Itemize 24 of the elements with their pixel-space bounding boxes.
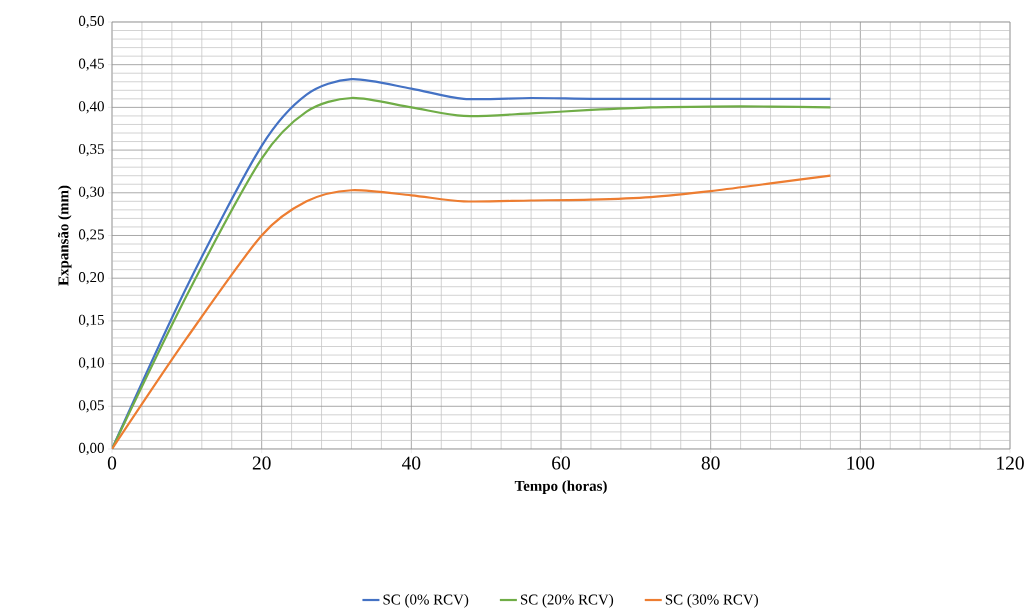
y-tick-label: 0,25 — [78, 229, 104, 242]
legend-label: SC (30% RCV) — [665, 594, 758, 608]
x-tick-label: 100 — [847, 456, 875, 470]
x-tick-label: 0 — [107, 456, 117, 470]
y-tick-label: 0,35 — [78, 143, 104, 157]
line-series — [112, 174, 832, 449]
y-tick-label: 0,10 — [78, 357, 104, 370]
y-tick-label: 0,00 — [78, 442, 104, 456]
legend-label: SC (20% RCV) — [520, 594, 614, 608]
x-tick-label: 60 — [552, 456, 570, 470]
y-tick-label: 0,15 — [78, 314, 104, 327]
x-tick-label: 40 — [402, 456, 421, 470]
y-tick-label: 0,30 — [78, 186, 104, 199]
x-axis-title: Tempo (horas) — [514, 480, 607, 494]
x-tick-label: 20 — [252, 456, 271, 470]
x-tick-label: 80 — [701, 456, 720, 470]
x-tick-label: 120 — [997, 456, 1024, 470]
y-tick-label: 0,45 — [78, 58, 104, 71]
y-tick-label: 0,05 — [78, 400, 104, 413]
y-axis-title: Expansão (mm) — [57, 185, 72, 286]
y-tick-label: 0,40 — [78, 101, 104, 114]
y-tick-label: 0,50 — [78, 15, 104, 29]
legend-label: SC (0% RCV) — [383, 594, 469, 608]
y-tick-label: 0,20 — [78, 272, 104, 285]
